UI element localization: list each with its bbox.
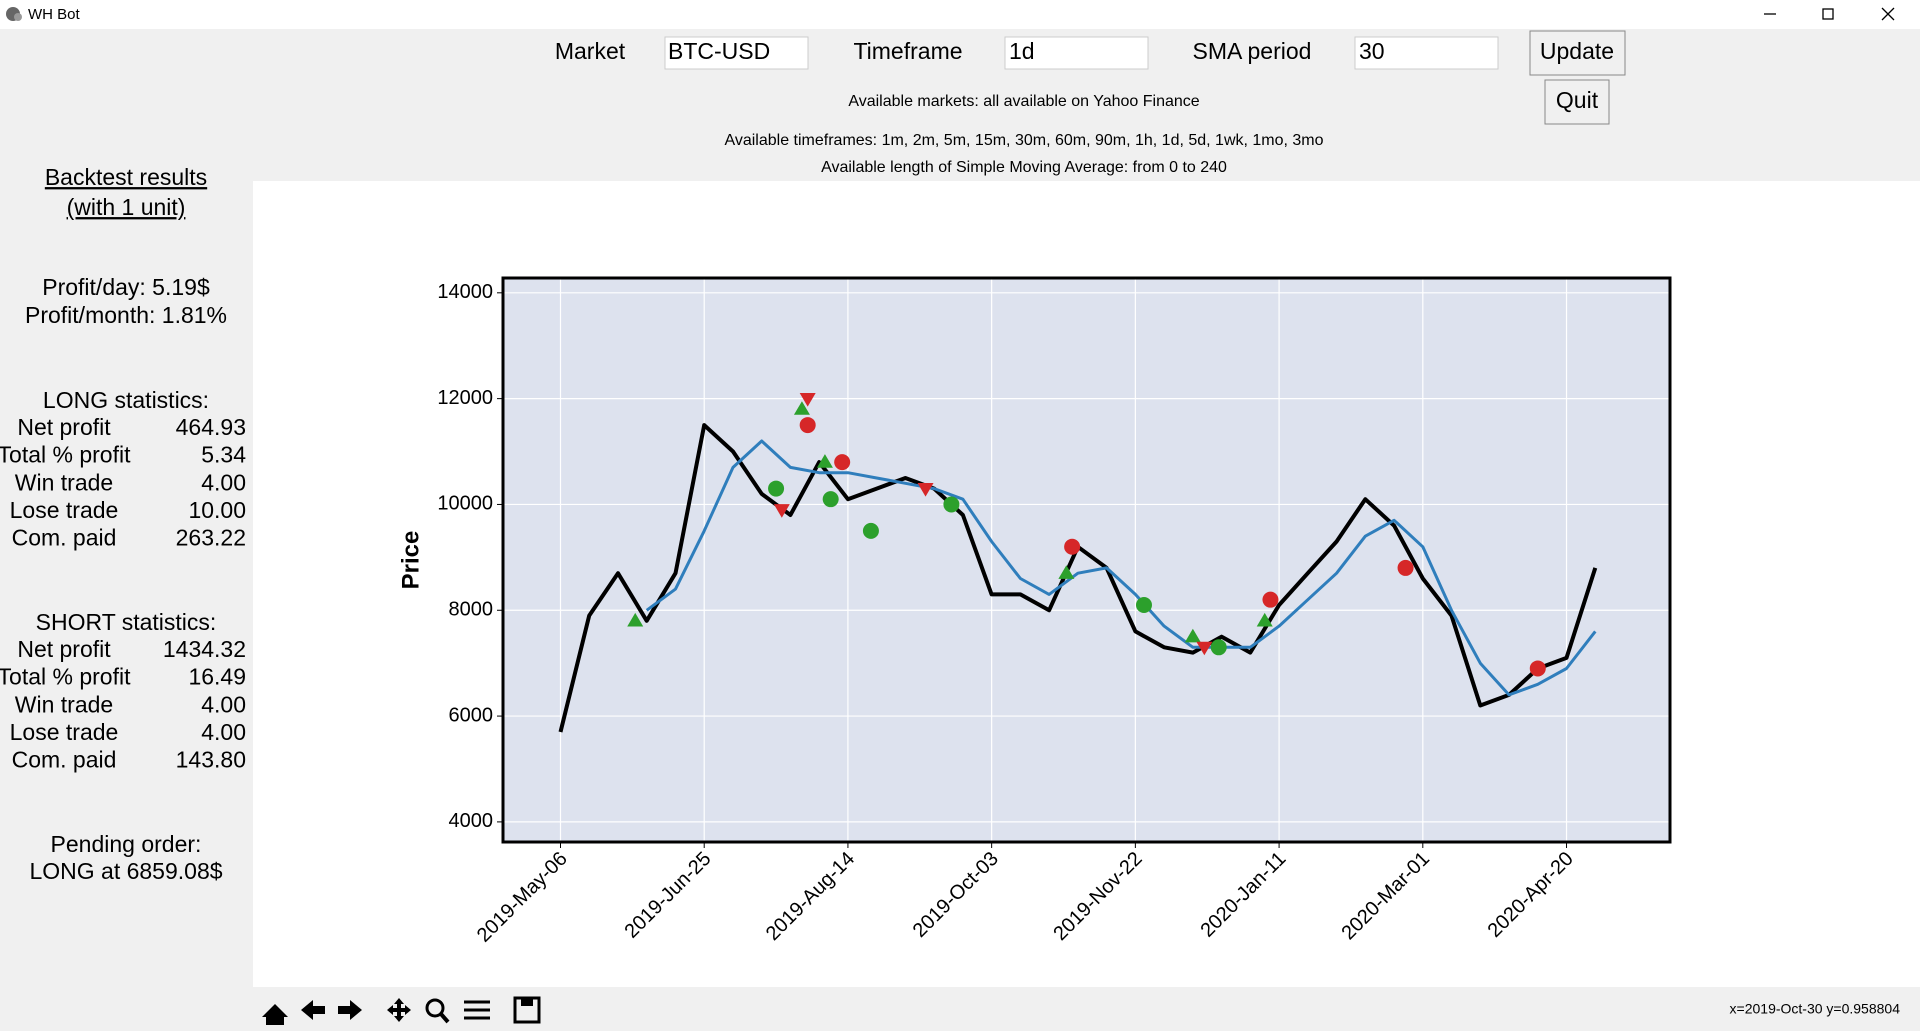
status-text: x=2019-Oct-30 y=0.958804 [1730,1001,1901,1017]
timeframe-input[interactable] [1004,36,1149,70]
market-label: Market [555,38,626,64]
stat-value: 10.00 [188,497,246,523]
stat-value: 16.49 [188,664,246,690]
window-title: WH Bot [28,6,81,23]
stat-label: Win trade [15,469,113,495]
y-tick-label: 6000 [449,704,494,726]
long-heading: LONG statistics: [43,387,209,413]
y-tick-label: 14000 [437,281,493,303]
stat-label: Total % profit [0,664,131,690]
signal-marker [768,480,785,497]
toolbar [0,987,1920,1031]
stat-value: 4.00 [201,469,246,495]
sma-label: SMA period [1193,38,1312,64]
signal-marker [1058,565,1075,579]
short-heading: SHORT statistics: [36,609,217,635]
save-button[interactable] [513,996,541,1024]
signal-marker [1529,660,1546,677]
stat-label: Com. paid [12,746,117,772]
signal-marker [1196,641,1213,656]
stat-label: Net profit [17,414,111,440]
pending-value: LONG at 6859.08$ [29,858,222,884]
profit-month: Profit/month: 1.81% [25,302,227,328]
info-sma: Available length of Simple Moving Averag… [821,159,1227,176]
stat-label: Total % profit [0,442,131,468]
stat-value: 464.93 [176,414,246,440]
stat-label: Lose trade [10,497,119,523]
sidebar: Backtest results (with 1 unit) Profit/da… [25,164,227,884]
restore-button[interactable] [1822,8,1834,20]
pending-heading: Pending order: [51,831,202,857]
plot-area [503,278,1670,842]
timeframe-value: 1d [1009,38,1035,64]
signal-marker [793,401,810,415]
configure-button[interactable] [464,1000,490,1020]
signal-marker [1210,639,1227,656]
home-button[interactable] [262,1004,288,1025]
signal-marker [1256,612,1273,627]
app-icon [6,7,22,21]
y-tick-label: 12000 [437,387,493,409]
signal-marker [627,612,644,627]
sma-value: 30 [1359,38,1385,64]
signal-marker [1262,591,1279,608]
market-value: BTC-USD [668,38,770,64]
y-axis-label: Price [397,531,424,590]
signal-marker [1064,538,1081,555]
signal-marker [1135,596,1152,613]
series-line [645,439,1597,697]
signal-marker [799,393,816,407]
stat-value: 143.80 [176,746,246,772]
stat-label: Win trade [15,691,113,717]
signal-marker [943,496,960,513]
market-input[interactable] [664,36,809,70]
signal-marker [822,491,839,508]
timeframe-label: Timeframe [853,38,962,64]
y-tick-label: 4000 [449,810,494,832]
signal-marker [816,454,833,468]
profit-day: Profit/day: 5.19$ [42,274,210,300]
quit-button[interactable] [1544,79,1610,125]
close-button[interactable] [1881,7,1895,21]
update-label: Update [1540,38,1614,64]
signal-marker [862,522,879,539]
stat-value: 4.00 [201,719,246,745]
stat-label: Com. paid [12,524,117,550]
plot-frame [501,276,1672,844]
stat-value: 4.00 [201,691,246,717]
info-markets: Available markets: all available on Yaho… [848,93,1199,110]
stat-label: Lose trade [10,719,119,745]
sidebar-title: Backtest results [45,164,207,190]
update-button[interactable] [1529,30,1626,76]
stat-value: 1434.32 [163,636,246,662]
signal-marker [1184,628,1201,643]
signal-marker [773,504,790,518]
sidebar-subtitle: (with 1 unit) [67,194,186,220]
pan-button[interactable] [387,998,411,1022]
title-bar [0,0,1920,29]
forward-button[interactable] [338,1000,362,1020]
signal-marker [834,454,851,471]
y-tick-label: 10000 [437,493,493,515]
sma-input[interactable] [1354,36,1499,70]
quit-label: Quit [1556,87,1599,113]
signal-marker [917,482,934,497]
y-tick-label: 8000 [449,599,494,621]
stat-value: 263.22 [176,524,246,550]
signal-marker [799,417,816,434]
back-button[interactable] [301,1000,325,1020]
stat-value: 5.34 [201,442,246,468]
stat-label: Net profit [17,636,111,662]
zoom-button[interactable] [425,998,450,1024]
signal-marker [1397,559,1414,576]
info-timeframes: Available timeframes: 1m, 2m, 5m, 15m, 3… [724,132,1323,149]
